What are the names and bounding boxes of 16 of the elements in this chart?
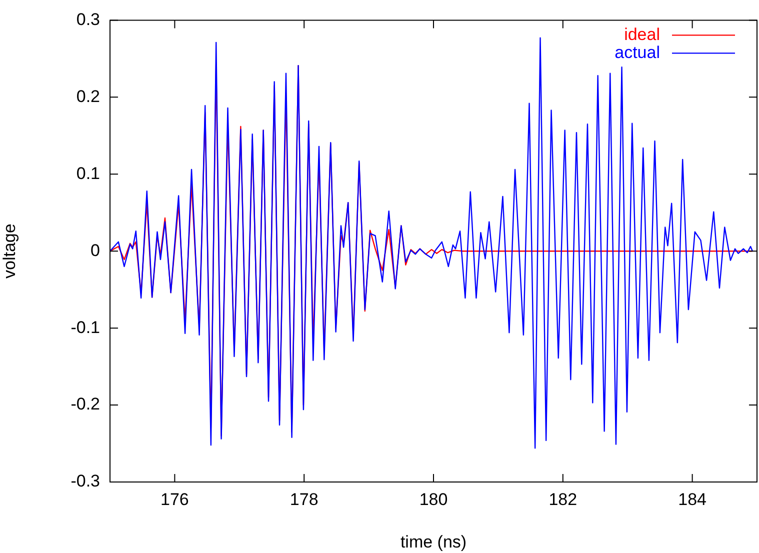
x-tick-label: 184: [678, 490, 706, 509]
x-tick-label: 180: [419, 490, 448, 509]
x-tick-label: 176: [160, 490, 189, 509]
y-tick-label: -0.1: [70, 318, 100, 337]
y-tick-label: 0.2: [76, 86, 100, 106]
x-axis-title: time (ns): [400, 532, 467, 552]
y-tick-label: -0.2: [70, 394, 100, 414]
x-tick-label: 182: [548, 490, 578, 509]
y-tick-label: 0: [90, 240, 100, 260]
legend-label: actual: [614, 42, 660, 62]
x-tick-label: 178: [290, 490, 318, 509]
y-tick-label: -0.3: [70, 472, 100, 491]
y-axis-title: voltage: [0, 224, 19, 279]
y-tick-label: 0.3: [76, 10, 100, 29]
legend-label: ideal: [624, 24, 660, 44]
y-tick-label: 0.1: [76, 164, 100, 183]
